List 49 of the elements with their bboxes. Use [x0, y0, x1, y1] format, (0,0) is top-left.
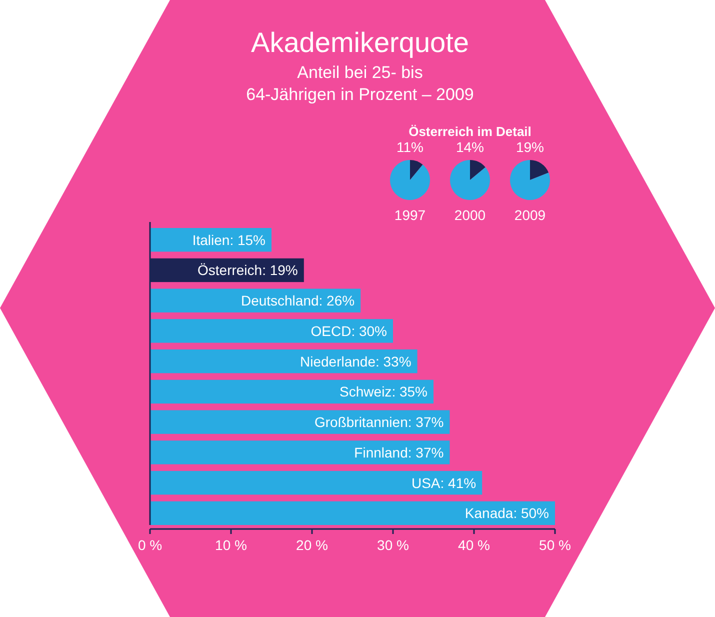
data-label: 11% — [396, 139, 424, 155]
bar — [150, 319, 393, 343]
bar — [150, 440, 450, 464]
bar — [150, 380, 434, 404]
pie-slice — [470, 160, 486, 180]
text: 2009 — [514, 207, 546, 223]
y-tick-label: Niederlande — [300, 353, 376, 370]
bar — [150, 410, 450, 434]
y-tick-label: OECD — [310, 322, 352, 339]
data-label: : 37% — [408, 414, 444, 430]
x-tick-label: 0 % — [138, 537, 162, 553]
y-tick-label: Österreich — [198, 262, 262, 278]
x-tick-label: 20 % — [296, 537, 328, 553]
y-tick-label: Großbritannien — [314, 414, 408, 430]
pie-slice — [510, 160, 550, 200]
pie-slice — [450, 160, 490, 200]
data-label: : 50% — [513, 505, 549, 522]
y-tick-label: Schweiz — [340, 384, 392, 400]
bar — [150, 470, 482, 495]
data-label: : 19% — [262, 262, 298, 278]
data-label: : 15% — [230, 232, 266, 248]
bar — [150, 349, 418, 374]
bar — [150, 288, 361, 312]
y-tick-label: Deutschland — [240, 292, 319, 309]
chart-title: Akademikerquote — [251, 27, 469, 58]
data-label: : 37% — [408, 444, 444, 460]
text: 1997 — [394, 207, 426, 223]
y-tick-label: USA — [411, 474, 441, 491]
pie-slice — [530, 160, 549, 180]
text: Österreich im Detail — [408, 124, 532, 139]
chart-subtitle: Anteil bei 25- bis 64-Jährigen in Prozent – 2009 — [246, 63, 474, 104]
data-label: : 33% — [375, 353, 412, 370]
data-label: : 30% — [351, 322, 387, 339]
y-tick-label: Finnland — [354, 444, 408, 460]
bar — [150, 501, 555, 525]
y-tick-label: Italien — [192, 232, 230, 248]
pie-slice — [410, 160, 423, 180]
data-label: 19% — [516, 139, 544, 155]
data-label: : 26% — [318, 292, 355, 309]
data-label: : 35% — [392, 384, 428, 400]
x-tick-label: 40 % — [458, 537, 490, 553]
x-tick-label: 50 % — [539, 537, 571, 553]
y-tick-label: Kanada — [464, 505, 514, 522]
text: 2000 — [454, 207, 486, 223]
x-tick-label: 30 % — [377, 537, 409, 553]
pie-slice — [390, 160, 430, 200]
data-label: : 41% — [440, 474, 476, 491]
x-tick-label: 10 % — [215, 537, 247, 553]
data-label: 14% — [456, 139, 484, 155]
